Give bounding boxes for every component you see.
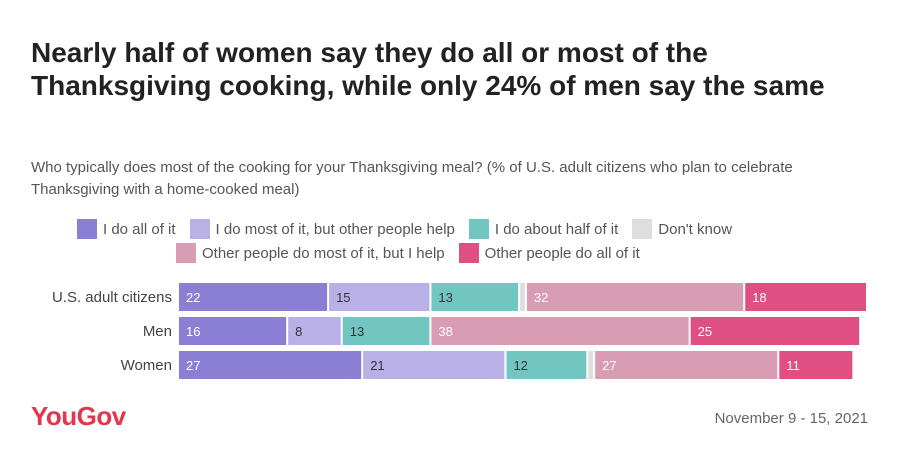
legend-label-dont-know: Don't know: [658, 220, 733, 238]
legend-swatch-all: [77, 219, 97, 239]
value-label: 27: [602, 358, 616, 373]
legend-item-most: I do most of it, but other people help: [189, 219, 455, 239]
value-label: 22: [186, 290, 200, 305]
bar-segment: [745, 283, 866, 311]
bar-segment: [288, 317, 341, 345]
value-label: 32: [534, 290, 548, 305]
bar-segment: [179, 317, 287, 345]
legend-label-all: I do all of it: [103, 220, 176, 238]
bar-segment: [363, 351, 505, 379]
bar-segment: [690, 317, 860, 345]
bar-segment: [595, 351, 778, 379]
bar-segment: [329, 283, 430, 311]
value-label: 18: [752, 290, 766, 305]
value-label: 27: [186, 358, 200, 373]
bar-segment: [588, 351, 594, 379]
value-label: 15: [336, 290, 350, 305]
value-label: 25: [698, 324, 712, 339]
yougov-logo: YouGov: [31, 401, 126, 431]
value-label: 38: [438, 324, 452, 339]
value-label: 13: [438, 290, 452, 305]
bar-segment: [431, 317, 689, 345]
legend-label-others-most: Other people do most of it, but I help: [202, 244, 445, 262]
survey-date: November 9 - 15, 2021: [714, 410, 868, 427]
value-label: 12: [513, 358, 527, 373]
legend-swatch-others-all: [458, 243, 479, 263]
category-label: Men: [143, 323, 172, 340]
legend-label-half: I do about half of it: [494, 220, 619, 238]
bar-segment: [342, 317, 430, 345]
bar-segment: [779, 351, 853, 379]
value-label: 8: [295, 324, 302, 339]
legend-item-others-all: Other people do all of it: [458, 243, 640, 263]
value-label: 13: [350, 324, 364, 339]
legend-item-others-most: Other people do most of it, but I help: [176, 243, 445, 263]
bar-segment: [506, 351, 587, 379]
legend-label-most: I do most of it, but other people help: [215, 220, 455, 238]
value-label: 21: [370, 358, 384, 373]
bar-segment: [179, 283, 328, 311]
legend-row-1: I do all of it I do most of it, but othe…: [77, 219, 746, 239]
value-label: 11: [786, 358, 800, 373]
bar-segment: [520, 283, 525, 311]
legend-label-others-all: Other people do all of it: [484, 244, 640, 262]
legend-swatch-most: [189, 219, 210, 239]
chart-title: Nearly half of women say they do all or …: [31, 37, 825, 101]
bar-segment: [431, 283, 519, 311]
value-label: 16: [186, 324, 200, 339]
legend-swatch-others-most: [176, 243, 196, 263]
category-label: U.S. adult citizens: [52, 289, 172, 306]
legend-row-2: Other people do most of it, but I help O…: [176, 243, 654, 263]
legend-swatch-half: [468, 219, 489, 239]
bar-segment: [526, 283, 744, 311]
legend-item-all: I do all of it: [77, 219, 176, 239]
category-label: Women: [121, 357, 172, 374]
chart-subtitle: Who typically does most of the cooking f…: [31, 159, 793, 198]
bar-segment: [179, 351, 362, 379]
legend-swatch-dont-know: [632, 219, 653, 239]
legend-item-half: I do about half of it: [468, 219, 619, 239]
legend-item-dont-know: Don't know: [632, 219, 732, 239]
